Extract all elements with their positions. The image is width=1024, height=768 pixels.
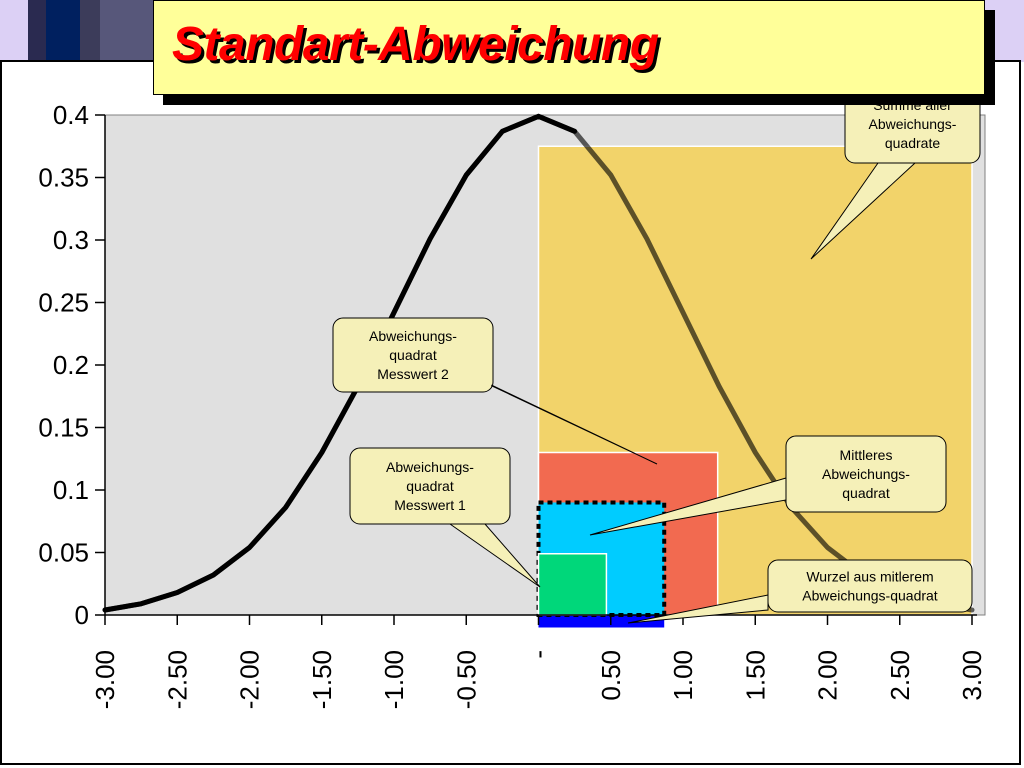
title-box: Standart-Abweichung bbox=[153, 0, 985, 95]
callout-deviation-square-1-text: Abweichungs- bbox=[386, 459, 474, 475]
deviation-square-1-rect bbox=[537, 553, 608, 616]
callout-mean-square-text: Abweichungs- bbox=[822, 466, 910, 482]
decoration-block bbox=[46, 0, 80, 62]
y-tick-label: 0.1 bbox=[53, 475, 89, 505]
callout-deviation-square-2-fill bbox=[334, 319, 492, 391]
callout-mean-square-pointer bbox=[589, 477, 787, 536]
y-tick-label: 0 bbox=[75, 600, 89, 630]
callout-root-mean-square-fill bbox=[769, 561, 971, 611]
decoration-block bbox=[28, 0, 46, 62]
callout-deviation-square-2-text: Messwert 2 bbox=[377, 366, 449, 382]
callout-deviation-square-1-text: quadrat bbox=[406, 478, 454, 494]
callout-deviation-square-1-text: Messwert 1 bbox=[394, 497, 466, 513]
decoration-block bbox=[100, 0, 160, 62]
callout-sum-of-squares-text: Abweichungs- bbox=[869, 116, 957, 132]
x-tick-label: -3.00 bbox=[90, 650, 120, 709]
x-tick-label: 1.00 bbox=[668, 650, 698, 701]
x-tick-label: -2.00 bbox=[235, 650, 265, 709]
x-tick-label: -2.50 bbox=[162, 650, 192, 709]
callout-sum-of-squares-fill bbox=[846, 86, 979, 162]
x-tick-label: 2.50 bbox=[885, 650, 915, 701]
slide-title: Standart-Abweichung bbox=[172, 18, 659, 71]
x-tick-label: -0.50 bbox=[451, 650, 481, 709]
y-tick-label: 0.15 bbox=[38, 413, 89, 443]
callout-sum-of-squares-pointer bbox=[810, 162, 917, 260]
x-tick-label: - bbox=[524, 650, 554, 659]
y-tick-label: 0.25 bbox=[38, 288, 89, 318]
y-tick-label: 0.05 bbox=[38, 538, 89, 568]
x-tick-label: 2.00 bbox=[813, 650, 843, 701]
x-tick-label: -1.00 bbox=[379, 650, 409, 709]
x-tick-label: 0.50 bbox=[596, 650, 626, 701]
callout-deviation-square-2-text: quadrat bbox=[389, 347, 437, 363]
callout-deviation-square-1-fill bbox=[351, 449, 509, 523]
decoration-block bbox=[80, 0, 100, 62]
x-tick-label: 3.00 bbox=[957, 650, 987, 701]
y-tick-label: 0.35 bbox=[38, 163, 89, 193]
callout-root-mean-square-pointer bbox=[627, 594, 769, 624]
y-tick-label: 0.2 bbox=[53, 350, 89, 380]
callout-sum-of-squares-text: quadrate bbox=[885, 135, 940, 151]
callout-root-mean-square-text: Wurzel aus mitlerem bbox=[806, 569, 933, 585]
callout-mean-square-text: quadrat bbox=[842, 485, 890, 501]
x-tick-label: -1.50 bbox=[307, 650, 337, 709]
callout-deviation-square-2-text: Abweichungs- bbox=[369, 328, 457, 344]
callout-root-mean-square-text: Abweichungs-quadrat bbox=[802, 588, 938, 604]
callout-mean-square-fill bbox=[787, 437, 945, 511]
y-tick-label: 0.3 bbox=[53, 225, 89, 255]
normal-distribution-curve-visible bbox=[102, 113, 578, 613]
root-mean-square-bar bbox=[538, 615, 665, 628]
y-tick-label: 0.4 bbox=[53, 100, 89, 130]
callout-mean-square-text: Mittleres bbox=[840, 447, 893, 463]
callout-deviation-square-1-pointer bbox=[448, 523, 541, 588]
x-tick-label: 1.50 bbox=[740, 650, 770, 701]
